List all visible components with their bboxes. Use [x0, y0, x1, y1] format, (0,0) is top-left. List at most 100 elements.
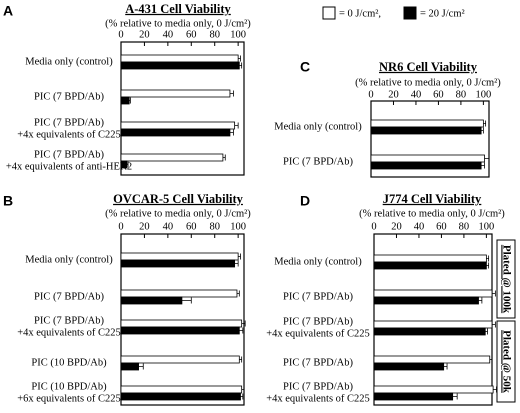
chart-title: A-431 Cell Viability [125, 2, 231, 16]
panel-letter: C [300, 59, 310, 75]
group-label: Plated @ 50k [500, 330, 512, 394]
x-tick-label: 20 [388, 89, 399, 100]
x-tick-label: 60 [186, 221, 197, 232]
legend-swatch [403, 6, 417, 20]
category-label: +4x equivalents of anti-HER2 [6, 161, 132, 172]
x-tick-label: 0 [371, 221, 376, 232]
bar [120, 153, 224, 162]
legend-swatch [322, 6, 336, 20]
category-label: PIC (7 BPD/Ab) [283, 357, 354, 368]
error-bar [485, 328, 488, 335]
error-bar [492, 290, 496, 297]
error-bar [181, 297, 192, 304]
category-label: PIC (7 BPD/Ab) [34, 291, 105, 302]
x-tick-label: 60 [186, 29, 197, 40]
x-tick-label: 0 [368, 89, 373, 100]
error-bar [484, 155, 490, 162]
bar [373, 289, 493, 298]
category-label: +4x equivalents of C225 [266, 393, 370, 404]
x-tick-label: 60 [436, 221, 447, 232]
panel-letter: A [3, 3, 13, 19]
bar [370, 154, 485, 163]
plot-frame [120, 233, 245, 406]
category-label: Media only (control) [274, 256, 362, 267]
category-label: PIC (7 BPD/Ab) [34, 117, 105, 128]
error-bar [481, 162, 485, 169]
error-bar [239, 356, 243, 363]
x-tick-label: 80 [209, 221, 220, 232]
error-bar [481, 127, 484, 134]
chart-subtitle: (% relative to media only, 0 J/cm²) [105, 18, 251, 29]
plot-frame [370, 100, 490, 178]
error-bar [241, 320, 246, 327]
error-bar [126, 161, 129, 168]
x-tick-label: 0 [118, 221, 123, 232]
chart-subtitle: (% relative to media only, 0 J/cm²) [359, 208, 505, 219]
group-bracket [496, 239, 516, 319]
x-tick-label: 20 [139, 221, 150, 232]
category-label: PIC (7 BPD/Ab) [34, 315, 105, 326]
bar [373, 254, 487, 263]
bar [120, 252, 239, 261]
x-tick-label: 40 [163, 29, 174, 40]
error-bar [234, 122, 239, 129]
error-bar [229, 90, 234, 97]
bar [373, 327, 486, 336]
category-label: +4x equivalents of C225 [17, 327, 121, 338]
bar [370, 161, 482, 170]
category-label: PIC (7 BPD/Ab) [34, 91, 105, 102]
group-bracket [496, 320, 516, 403]
bar [373, 362, 445, 371]
error-bar [239, 62, 243, 69]
bar [373, 261, 487, 270]
error-bar [452, 393, 458, 400]
error-bar [222, 154, 226, 161]
category-label: PIC (7 BPD/Ab) [34, 149, 105, 160]
x-tick-label: 20 [139, 29, 150, 40]
error-bar [489, 356, 493, 363]
bar [120, 96, 130, 105]
x-tick-label: 100 [479, 221, 495, 232]
error-bar [478, 297, 483, 304]
error-bar [238, 253, 241, 260]
bar [373, 392, 454, 401]
x-tick-label: 40 [414, 221, 425, 232]
error-bar [241, 386, 245, 393]
category-label: +4x equivalents of C225 [17, 129, 121, 140]
error-bar [239, 327, 244, 334]
bar [373, 355, 491, 364]
bar [373, 320, 493, 329]
bar [120, 319, 243, 328]
x-tick-label: 0 [118, 29, 123, 40]
bar [120, 385, 243, 394]
error-bar [486, 255, 490, 262]
error-bar [240, 393, 244, 400]
category-label: Media only (control) [25, 56, 113, 67]
category-label: Media only (control) [25, 254, 113, 265]
category-label: Media only (control) [274, 121, 362, 132]
error-bar [492, 321, 496, 328]
error-bar [138, 363, 144, 370]
category-label: PIC (7 BPD/Ab) [283, 291, 354, 302]
x-tick-label: 60 [433, 89, 444, 100]
bar [120, 121, 236, 130]
error-bar [129, 97, 131, 104]
chart-subtitle: (% relative to media only, 0 J/cm²) [105, 208, 251, 219]
error-bar [238, 55, 241, 62]
x-tick-label: 20 [391, 221, 402, 232]
bar [120, 54, 239, 63]
error-bar [229, 129, 234, 136]
bar [373, 296, 479, 305]
chart-title: OVCAR-5 Cell Viability [113, 192, 244, 206]
legend-label: = 0 J/cm², [339, 8, 381, 19]
chart-title: NR6 Cell Viability [379, 60, 478, 74]
category-label: PIC (10 BPD/Ab) [31, 357, 107, 368]
error-bar [483, 120, 487, 127]
x-tick-label: 40 [163, 221, 174, 232]
plot-frame [373, 233, 493, 406]
plot-frame [120, 41, 245, 176]
error-bar [486, 262, 490, 269]
bar [120, 326, 240, 335]
error-bar [493, 386, 497, 393]
